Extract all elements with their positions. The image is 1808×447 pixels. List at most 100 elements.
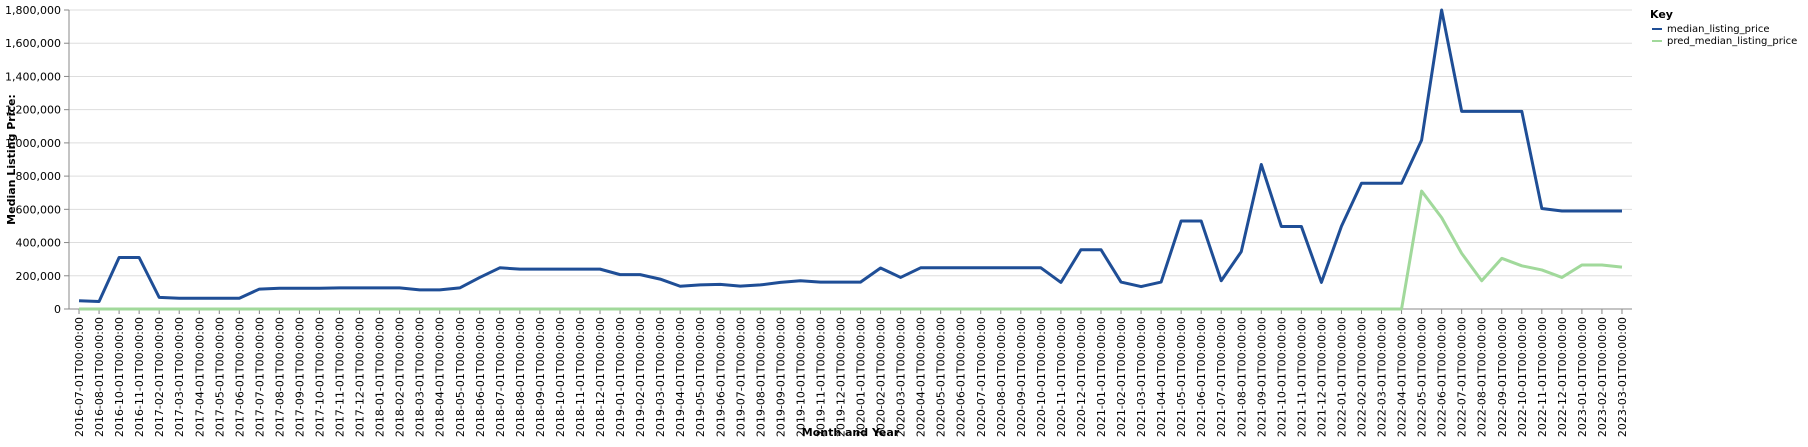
x-tick-label: 2018-06-01T00:00:00 (474, 317, 487, 437)
x-tick-label: 2019-03-01T00:00:00 (654, 317, 667, 437)
x-tick-label: 2019-06-01T00:00:00 (714, 317, 727, 437)
x-tick-label: 2019-07-01T00:00:00 (734, 317, 747, 437)
x-tick-label: 2022-07-01T00:00:00 (1456, 317, 1469, 437)
x-tick-label: 2020-09-01T00:00:00 (1015, 317, 1028, 437)
x-tick-label: 2020-10-01T00:00:00 (1035, 317, 1048, 437)
y-tick-label: 800,000 (16, 170, 62, 183)
x-tick-label: 2018-04-01T00:00:00 (434, 317, 447, 437)
y-tick-label: 1,000,000 (5, 137, 61, 150)
x-tick-label: 2022-10-01T00:00:00 (1516, 317, 1529, 437)
x-tick-label: 2018-03-01T00:00:00 (414, 317, 427, 437)
x-tick-label: 2017-11-01T00:00:00 (334, 317, 347, 437)
x-tick-label: 2022-11-01T00:00:00 (1536, 317, 1549, 437)
x-tick-label: 2017-07-01T00:00:00 (253, 317, 266, 437)
y-tick-label: 200,000 (16, 270, 62, 283)
gridlines (69, 9, 1632, 310)
x-tick-label: 2019-08-01T00:00:00 (754, 317, 767, 437)
x-tick-label: 2022-09-01T00:00:00 (1496, 317, 1509, 437)
legend-label: pred_median_listing_price (1667, 36, 1797, 47)
x-tick-label: 2023-02-01T00:00:00 (1596, 317, 1609, 437)
x-tick-label: 2022-12-01T00:00:00 (1556, 317, 1569, 437)
x-tick-label: 2017-04-01T00:00:00 (193, 317, 206, 437)
x-tick-label: 2022-06-01T00:00:00 (1436, 317, 1449, 437)
x-tick-label: 2018-07-01T00:00:00 (494, 317, 507, 437)
x-tick-label: 2018-05-01T00:00:00 (454, 317, 467, 437)
x-tick-label: 2022-02-01T00:00:00 (1355, 317, 1368, 437)
x-tick-label: 2021-01-01T00:00:00 (1095, 317, 1108, 437)
x-tick-label: 2021-08-01T00:00:00 (1235, 317, 1248, 437)
x-tick-label: 2017-02-01T00:00:00 (153, 317, 166, 437)
x-tick-label: 2017-05-01T00:00:00 (213, 317, 226, 437)
x-tick-label: 2021-10-01T00:00:00 (1275, 317, 1288, 437)
x-tick-label: 2021-09-01T00:00:00 (1255, 317, 1268, 437)
x-tick-label: 2020-06-01T00:00:00 (955, 317, 968, 437)
x-tick-label: 2021-07-01T00:00:00 (1215, 317, 1228, 437)
x-tick-label: 2022-01-01T00:00:00 (1335, 317, 1348, 437)
x-tick-label: 2020-01-01T00:00:00 (855, 317, 868, 437)
x-tick-label: 2021-06-01T00:00:00 (1195, 317, 1208, 437)
x-tick-label: 2017-03-01T00:00:00 (173, 317, 186, 437)
x-tick-label: 2020-05-01T00:00:00 (935, 317, 948, 437)
series-lines (78, 8, 1623, 311)
x-tick-label: 2020-04-01T00:00:00 (915, 317, 928, 437)
y-tick-label: 1,200,000 (5, 104, 61, 117)
x-tick-label: 2020-07-01T00:00:00 (975, 317, 988, 437)
x-tick-label: 2018-12-01T00:00:00 (594, 317, 607, 437)
x-tick-label: 2017-06-01T00:00:00 (233, 317, 246, 437)
y-axis-title: Median Listing Price: (5, 94, 18, 225)
x-tick-label: 2017-10-01T00:00:00 (313, 317, 326, 437)
y-tick-label: 1,600,000 (5, 37, 61, 50)
y-tick-label: 400,000 (16, 237, 62, 250)
x-tick-label: 2022-05-01T00:00:00 (1416, 317, 1429, 437)
y-axis: 0 200,000 400,000 600,000 800,000 1,000,000 1,… (5, 4, 70, 316)
x-axis-title: Month and Year (802, 426, 900, 439)
x-tick-label: 2022-03-01T00:00:00 (1376, 317, 1389, 437)
x-tick-label: 2017-12-01T00:00:00 (354, 317, 367, 437)
x-tick-label: 2016-08-01T00:00:00 (93, 317, 106, 437)
x-tick-label: 2019-02-01T00:00:00 (634, 317, 647, 437)
x-tick-label: 2018-02-01T00:00:00 (394, 317, 407, 437)
x-axis: 2016-07-01T00:00:00 2016-08-01T00:00:00 20… (69, 308, 1632, 437)
x-tick-label: 2020-12-01T00:00:00 (1075, 317, 1088, 437)
x-tick-label: 2019-11-01T00:00:00 (814, 317, 827, 437)
legend: Key median_listing_pricepred_median_list… (1650, 8, 1797, 47)
x-tick-label: 2021-03-01T00:00:00 (1135, 317, 1148, 437)
x-tick-label: 2018-08-01T00:00:00 (514, 317, 527, 437)
x-tick-label: 2021-05-01T00:00:00 (1175, 317, 1188, 437)
x-tick-label: 2017-08-01T00:00:00 (273, 317, 286, 437)
y-tick-label: 1,800,000 (5, 4, 61, 17)
x-tick-label: 2016-10-01T00:00:00 (113, 317, 126, 437)
x-tick-label: 2021-04-01T00:00:00 (1155, 317, 1168, 437)
legend-label: median_listing_price (1667, 24, 1770, 35)
x-tick-label: 2018-01-01T00:00:00 (374, 317, 387, 437)
x-tick-label: 2023-01-01T00:00:00 (1576, 317, 1589, 437)
x-tick-label: 2018-11-01T00:00:00 (574, 317, 587, 437)
x-tick-label: 2021-02-01T00:00:00 (1115, 317, 1128, 437)
x-tick-label: 2018-10-01T00:00:00 (554, 317, 567, 437)
x-tick-label: 2016-07-01T00:00:00 (73, 317, 86, 437)
x-tick-label: 2023-03-01T00:00:00 (1616, 317, 1629, 437)
x-tick-label: 2019-05-01T00:00:00 (694, 317, 707, 437)
series-line-pred-median-listing-price (79, 189, 1623, 311)
x-tick-label: 2019-12-01T00:00:00 (834, 317, 847, 437)
x-tick-label: 2022-08-01T00:00:00 (1476, 317, 1489, 437)
x-tick-label: 2019-10-01T00:00:00 (794, 317, 807, 437)
x-tick-label: 2016-11-01T00:00:00 (133, 317, 146, 437)
series-line-median-listing-price (78, 8, 1622, 304)
x-tick-label: 2022-04-01T00:00:00 (1396, 317, 1409, 437)
x-tick-label: 2019-09-01T00:00:00 (774, 317, 787, 437)
x-tick-label: 2021-11-01T00:00:00 (1295, 317, 1308, 437)
y-tick-label: 1,400,000 (5, 70, 61, 83)
y-tick-label: 0 (54, 303, 61, 316)
x-tick-label: 2020-08-01T00:00:00 (995, 317, 1008, 437)
x-tick-label: 2020-11-01T00:00:00 (1055, 317, 1068, 437)
x-tick-label: 2019-01-01T00:00:00 (614, 317, 627, 437)
x-tick-label: 2021-12-01T00:00:00 (1315, 317, 1328, 437)
x-tick-label: 2018-09-01T00:00:00 (534, 317, 547, 437)
legend-title: Key (1650, 8, 1673, 21)
y-tick-label: 600,000 (16, 203, 62, 216)
x-tick-label: 2020-03-01T00:00:00 (895, 317, 908, 437)
x-tick-label: 2020-02-01T00:00:00 (875, 317, 888, 437)
x-tick-label: 2019-04-01T00:00:00 (674, 317, 687, 437)
